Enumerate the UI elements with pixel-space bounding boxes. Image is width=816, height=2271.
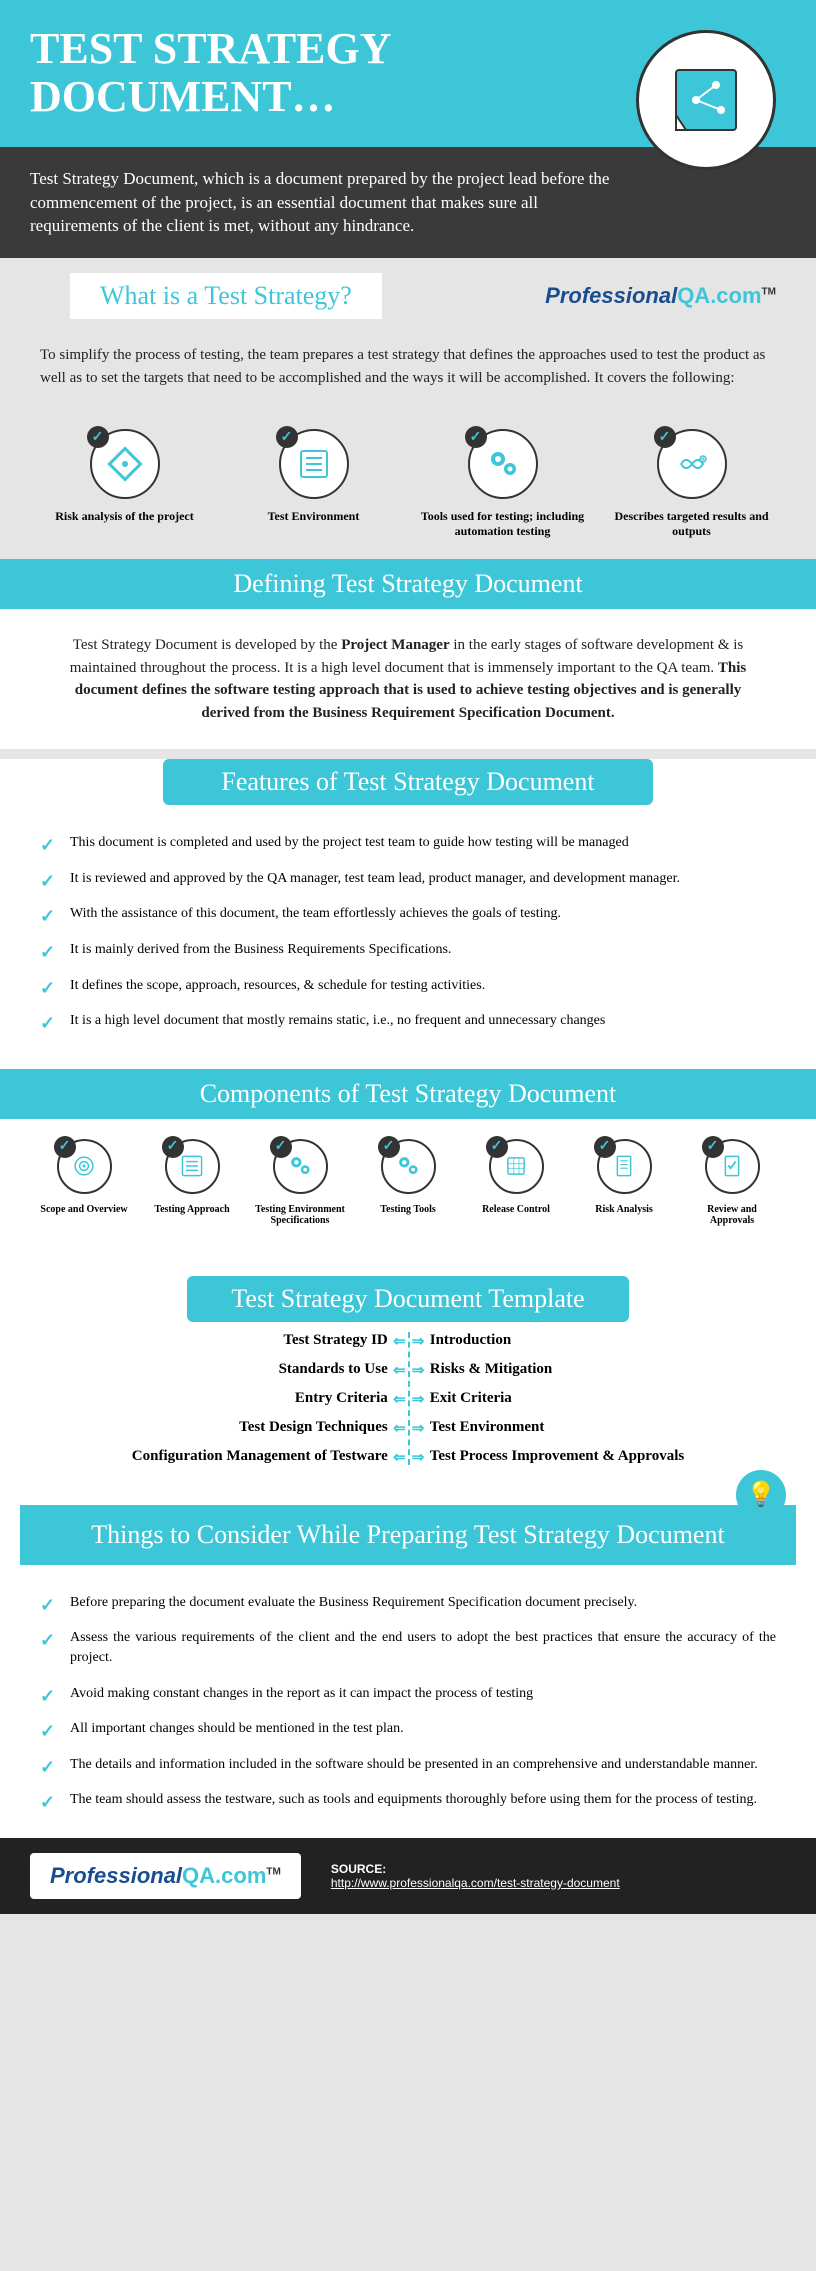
template-item: Standards to Use <box>132 1361 388 1378</box>
template-item: Test Environment <box>430 1419 684 1436</box>
what-icon-row: ✓ Risk analysis of the project ✓ Test En… <box>0 409 816 559</box>
section-title-features: Features of Test Strategy Document <box>163 759 653 805</box>
template-item: Introduction <box>430 1332 684 1349</box>
icon-label: Scope and Overview <box>38 1204 130 1215</box>
section-title-defining: Defining Test Strategy Document <box>0 559 816 609</box>
list-item: Avoid making constant changes in the rep… <box>40 1676 776 1712</box>
icon-label: Review and Approvals <box>686 1204 778 1226</box>
icon-label: Testing Environment Specifications <box>254 1204 346 1226</box>
template-item: Risks & Mitigation <box>430 1361 684 1378</box>
icon-label: Release Control <box>470 1204 562 1215</box>
template-item: Test Strategy ID <box>132 1332 388 1349</box>
icon-label: Testing Tools <box>362 1204 454 1215</box>
check-doc-icon: ✓ <box>705 1139 760 1194</box>
features-list: This document is completed and used by t… <box>0 815 816 1059</box>
gears-icon: ✓ <box>273 1139 328 1194</box>
list-item: It is a high level document that mostly … <box>40 1003 776 1039</box>
list-item: The details and information included in … <box>40 1747 776 1783</box>
consider-list: Before preparing the document evaluate t… <box>0 1575 816 1838</box>
template-item: Test Design Techniques <box>132 1419 388 1436</box>
section-consider: 💡 Things to Consider While Preparing Tes… <box>0 1485 816 1838</box>
section-title-components: Components of Test Strategy Document <box>0 1069 816 1119</box>
icon-item: ✓ Testing Environment Specifications <box>246 1139 354 1226</box>
icon-label: Describes targeted results and outputs <box>605 509 778 539</box>
gears-icon: ✓ <box>381 1139 436 1194</box>
header-document-icon <box>636 30 776 170</box>
target-icon: ✓ <box>57 1139 112 1194</box>
template-grid: Test Strategy ID Standards to Use Entry Cr… <box>40 1332 776 1465</box>
icon-item: ✓ Risk Analysis <box>570 1139 678 1226</box>
template-left-col: Test Strategy ID Standards to Use Entry Cr… <box>132 1332 408 1465</box>
source-link[interactable]: http://www.professionalqa.com/test-strat… <box>331 1876 620 1890</box>
footer: ProfessionalQA.comTM SOURCE: http://www.… <box>0 1838 816 1914</box>
section-what-header: What is a Test Strategy? ProfessionalQA.… <box>0 258 816 334</box>
icon-item: ✓ Testing Approach <box>138 1139 246 1226</box>
template-right-col: Introduction Risks & Mitigation Exit Crite… <box>410 1332 684 1465</box>
icon-item: ✓ Scope and Overview <box>30 1139 138 1226</box>
footer-logo: ProfessionalQA.comTM <box>30 1853 301 1899</box>
doc-icon: ✓ <box>597 1139 652 1194</box>
icon-item: ✓ Tools used for testing; including auto… <box>408 429 597 539</box>
template-divider <box>408 1332 410 1465</box>
icon-label: Testing Approach <box>146 1204 238 1215</box>
template-item: Entry Criteria <box>132 1390 388 1407</box>
icon-label: Risk analysis of the project <box>38 509 211 524</box>
list-item: It is reviewed and approved by the QA ma… <box>40 861 776 897</box>
header: TEST STRATEGY DOCUMENT… <box>0 0 816 147</box>
list-item: The team should assess the testware, suc… <box>40 1782 776 1818</box>
icon-label: Risk Analysis <box>578 1204 670 1215</box>
list-item: Before preparing the document evaluate t… <box>40 1585 776 1621</box>
list-item: It is mainly derived from the Business R… <box>40 932 776 968</box>
brand-logo: ProfessionalQA.comTM <box>545 283 776 309</box>
icon-item: ✓ Release Control <box>462 1139 570 1226</box>
footer-source: SOURCE: http://www.professionalqa.com/te… <box>331 1862 620 1890</box>
gears-icon: ✓ <box>468 429 538 499</box>
template-item: Configuration Management of Testware <box>132 1448 388 1465</box>
list-item: It defines the scope, approach, resource… <box>40 968 776 1004</box>
section-title-consider: Things to Consider While Preparing Test … <box>20 1505 796 1565</box>
icon-item: ✓ Testing Tools <box>354 1139 462 1226</box>
list-item: All important changes should be mentione… <box>40 1711 776 1747</box>
section-features: Features of Test Strategy Document This … <box>0 759 816 1069</box>
list-icon: ✓ <box>165 1139 220 1194</box>
page-title: TEST STRATEGY DOCUMENT… <box>30 25 580 122</box>
infinity-icon: ✓ <box>657 429 727 499</box>
components-icon-row: ✓ Scope and Overview ✓ Testing Approach … <box>0 1119 816 1246</box>
list-icon: ✓ <box>279 429 349 499</box>
list-item: This document is completed and used by t… <box>40 825 776 861</box>
grid-icon: ✓ <box>489 1139 544 1194</box>
section-title-template: Test Strategy Document Template <box>187 1276 629 1322</box>
icon-label: Test Environment <box>227 509 400 524</box>
icon-item: ✓ Describes targeted results and outputs <box>597 429 786 539</box>
template-item: Test Process Improvement & Approvals <box>430 1448 684 1465</box>
section-defining-body: Test Strategy Document is developed by t… <box>0 609 816 749</box>
icon-item: ✓ Review and Approvals <box>678 1139 786 1226</box>
lightbulb-icon: 💡 <box>736 1470 786 1520</box>
list-item: With the assistance of this document, th… <box>40 896 776 932</box>
infographic-page: TEST STRATEGY DOCUMENT… Test Strategy Do… <box>0 0 816 1914</box>
icon-item: ✓ Risk analysis of the project <box>30 429 219 539</box>
template-item: Exit Criteria <box>430 1390 684 1407</box>
icon-label: Tools used for testing; including automa… <box>416 509 589 539</box>
section-what-body: To simplify the process of testing, the … <box>0 334 816 409</box>
icon-item: ✓ Test Environment <box>219 429 408 539</box>
intro-text: Test Strategy Document, which is a docum… <box>30 167 630 238</box>
diamond-icon: ✓ <box>90 429 160 499</box>
section-title-what: What is a Test Strategy? <box>70 273 382 319</box>
list-item: Assess the various requirements of the c… <box>40 1620 776 1675</box>
section-template: Test Strategy Document Template Test Str… <box>0 1246 816 1485</box>
